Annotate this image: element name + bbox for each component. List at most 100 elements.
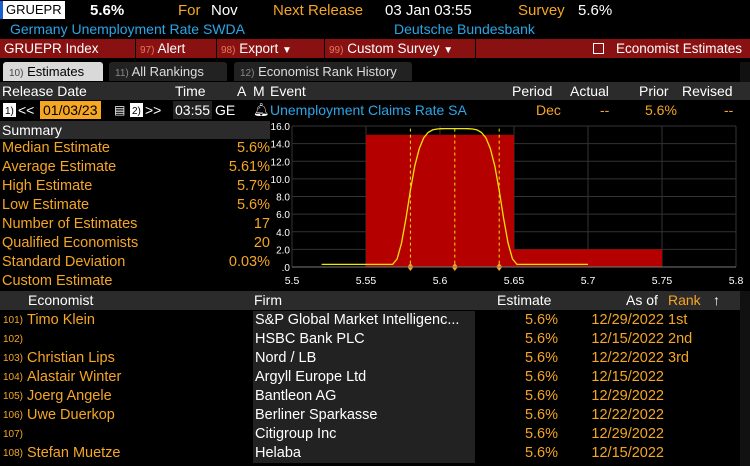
economist-estimates-button[interactable]: Economist Estimates (476, 39, 750, 58)
export-label: Export (239, 41, 279, 56)
x-tick-label: 5.5 (285, 275, 300, 287)
summary-value: 5.61% (228, 159, 270, 175)
rank-value: 3rd (668, 350, 689, 366)
export-button[interactable]: 98) Export ▼ (217, 39, 324, 58)
row-index: 106) (3, 410, 24, 421)
asof-date: 12/29/2022 (591, 426, 664, 442)
y-tick-label: 14.0 (271, 140, 291, 151)
col-firm[interactable]: Firm (254, 292, 282, 308)
row-index: 102) (3, 334, 24, 345)
security-description: Germany Unemployment Rate SWDA Deutsche … (0, 21, 750, 39)
x-tick-label: 5.75 (652, 275, 673, 287)
table-row[interactable]: 101) Timo Klein S&P Global Market Intellig… (0, 311, 750, 330)
asof-date: 12/22/2022 (591, 407, 664, 423)
y-tick-label: 8.0 (276, 193, 290, 204)
summary-row: Average Estimate 5.61% (0, 159, 270, 178)
next-nav-num: 2) (130, 103, 143, 117)
col-release-date: Release Date (2, 83, 87, 99)
asof-date: 12/29/2022 (591, 312, 664, 328)
economist-name: Timo Klein (27, 312, 95, 328)
next-release-value: 03 Jan 03:55 (385, 2, 472, 19)
current-value: 5.6% (90, 2, 125, 19)
next-button[interactable]: >> (145, 102, 162, 118)
summary-row: Low Estimate 5.6% (0, 197, 270, 216)
x-tick-label: 5.8 (729, 275, 744, 287)
custom-survey-button[interactable]: 99) Custom Survey ▼ (325, 39, 475, 58)
release-revised: -- (724, 102, 734, 118)
table-row[interactable]: 104) Alastair Winter Argyll Europe Ltd 5.6%… (0, 368, 750, 387)
table-row[interactable]: 102) HSBC Bank PLC 5.6% 12/15/2022 2nd (0, 330, 750, 349)
tab-estimates[interactable]: 10) Estimates (3, 62, 103, 81)
survey-dropdown-icon: ▼ (443, 45, 454, 56)
tab-label: All Rankings (131, 64, 204, 79)
release-actual: -- (600, 102, 610, 118)
table-row[interactable]: 106) Uwe Duerkop Berliner Sparkasse 5.6% 12/… (0, 406, 750, 425)
source: Deutsche Bundesbank (394, 21, 535, 37)
col-rank[interactable]: Rank (668, 292, 701, 308)
summary-row: Median Estimate 5.6% (0, 140, 270, 159)
sort-ascending-icon[interactable]: ↑ (713, 292, 720, 308)
release-prior: 5.6% (645, 102, 677, 118)
economist-name: Alastair Winter (27, 369, 122, 385)
y-tick-label: 6.0 (276, 210, 290, 221)
calendar-icon[interactable]: ▤ (114, 103, 126, 117)
summary-label: Average Estimate (2, 159, 117, 175)
col-m: M (253, 83, 265, 99)
index-button[interactable]: GRUEPR Index (0, 39, 135, 58)
chart-svg: 16.0 14.0 12.0 10.0 8.0 6.0 4.0 2.0 .05.5 5.55 5.6… (271, 122, 744, 287)
survey-label-text: Custom Survey (347, 41, 440, 56)
row-index: 105) (3, 391, 24, 402)
x-tick-label: 5.6 (433, 275, 448, 287)
tab-all-rankings[interactable]: 11) All Rankings (109, 62, 227, 81)
survey-value: 5.6% (578, 2, 613, 19)
index-label: GRUEPR Index (4, 41, 99, 56)
tab-num: 11) (115, 68, 129, 79)
next-release-label: Next Release (273, 2, 364, 19)
launch-icon (593, 43, 605, 54)
prev-nav-num: 1) (3, 103, 16, 117)
summary-row: Qualified Economists 20 (0, 235, 270, 254)
release-date-input[interactable]: 01/03/23 (40, 101, 101, 119)
tab-economist-rank-history[interactable]: 12) Economist Rank History (234, 62, 412, 81)
table-row[interactable]: 103) Christian Lips Nord / LB 5.6% 12/22/202… (0, 349, 750, 368)
economist-name: Joerg Angele (27, 388, 112, 404)
summary-label: High Estimate (2, 178, 93, 194)
alert-button[interactable]: 97) Alert (136, 39, 216, 58)
y-tick-label: 2.0 (276, 245, 290, 256)
survey-num: 99) (329, 45, 344, 56)
top-scrollbar[interactable] (740, 62, 750, 82)
table-row[interactable]: 105) Joerg Angele Bantleon AG 5.6% 12/29/202… (0, 387, 750, 406)
table-row[interactable]: 107) Citigroup Inc 5.6% 12/29/2022 (0, 425, 750, 444)
col-economist[interactable]: Economist (28, 292, 94, 308)
summary-value: 5.6% (236, 197, 270, 213)
x-tick-label: 5.55 (356, 275, 377, 287)
firm-name: Bantleon AG (253, 387, 475, 406)
estimate-distribution-chart: 16.0 14.0 12.0 10.0 8.0 6.0 4.0 2.0 .0 5.5 5.55 5.6… (270, 121, 750, 290)
x-tick-label: 5.65 (504, 275, 525, 287)
col-revised: Revised (682, 83, 733, 99)
economist-name: Christian Lips (27, 350, 115, 366)
row-index: 107) (3, 429, 24, 440)
table-scrollbar[interactable] (740, 291, 750, 466)
for-value: Nov (211, 2, 238, 19)
row-index: 101) (3, 315, 24, 326)
table-row[interactable]: 108) Stefan Muetze Helaba 5.6% 12/15/2022 (0, 444, 750, 463)
bell-icon[interactable]: 🔔︎ (253, 102, 270, 117)
prev-button[interactable]: << (18, 102, 35, 118)
col-estimate[interactable]: Estimate (497, 292, 552, 308)
firm-name: Argyll Europe Ltd (253, 368, 475, 387)
summary-value: 5.6% (236, 140, 270, 156)
summary-row: Standard Deviation 0.03% (0, 254, 270, 273)
alert-label: Alert (157, 41, 186, 56)
summary-label: Low Estimate (2, 197, 90, 213)
col-asof[interactable]: As of (626, 292, 658, 308)
firm-name: HSBC Bank PLC (253, 330, 475, 349)
ticker-field[interactable]: GRUEPR (0, 1, 65, 19)
tab-bar: 10) Estimates 11) All Rankings 12) Econo… (0, 62, 750, 81)
firm-name: S&P Global Market Intelligenc... (253, 311, 475, 330)
event-name[interactable]: Unemployment Claims Rate SA (270, 102, 467, 118)
y-tick-label: .0 (282, 263, 291, 274)
y-tick-label: 12.0 (271, 157, 291, 168)
estimate-value: 5.6% (524, 407, 558, 423)
row-index: 108) (3, 448, 24, 459)
